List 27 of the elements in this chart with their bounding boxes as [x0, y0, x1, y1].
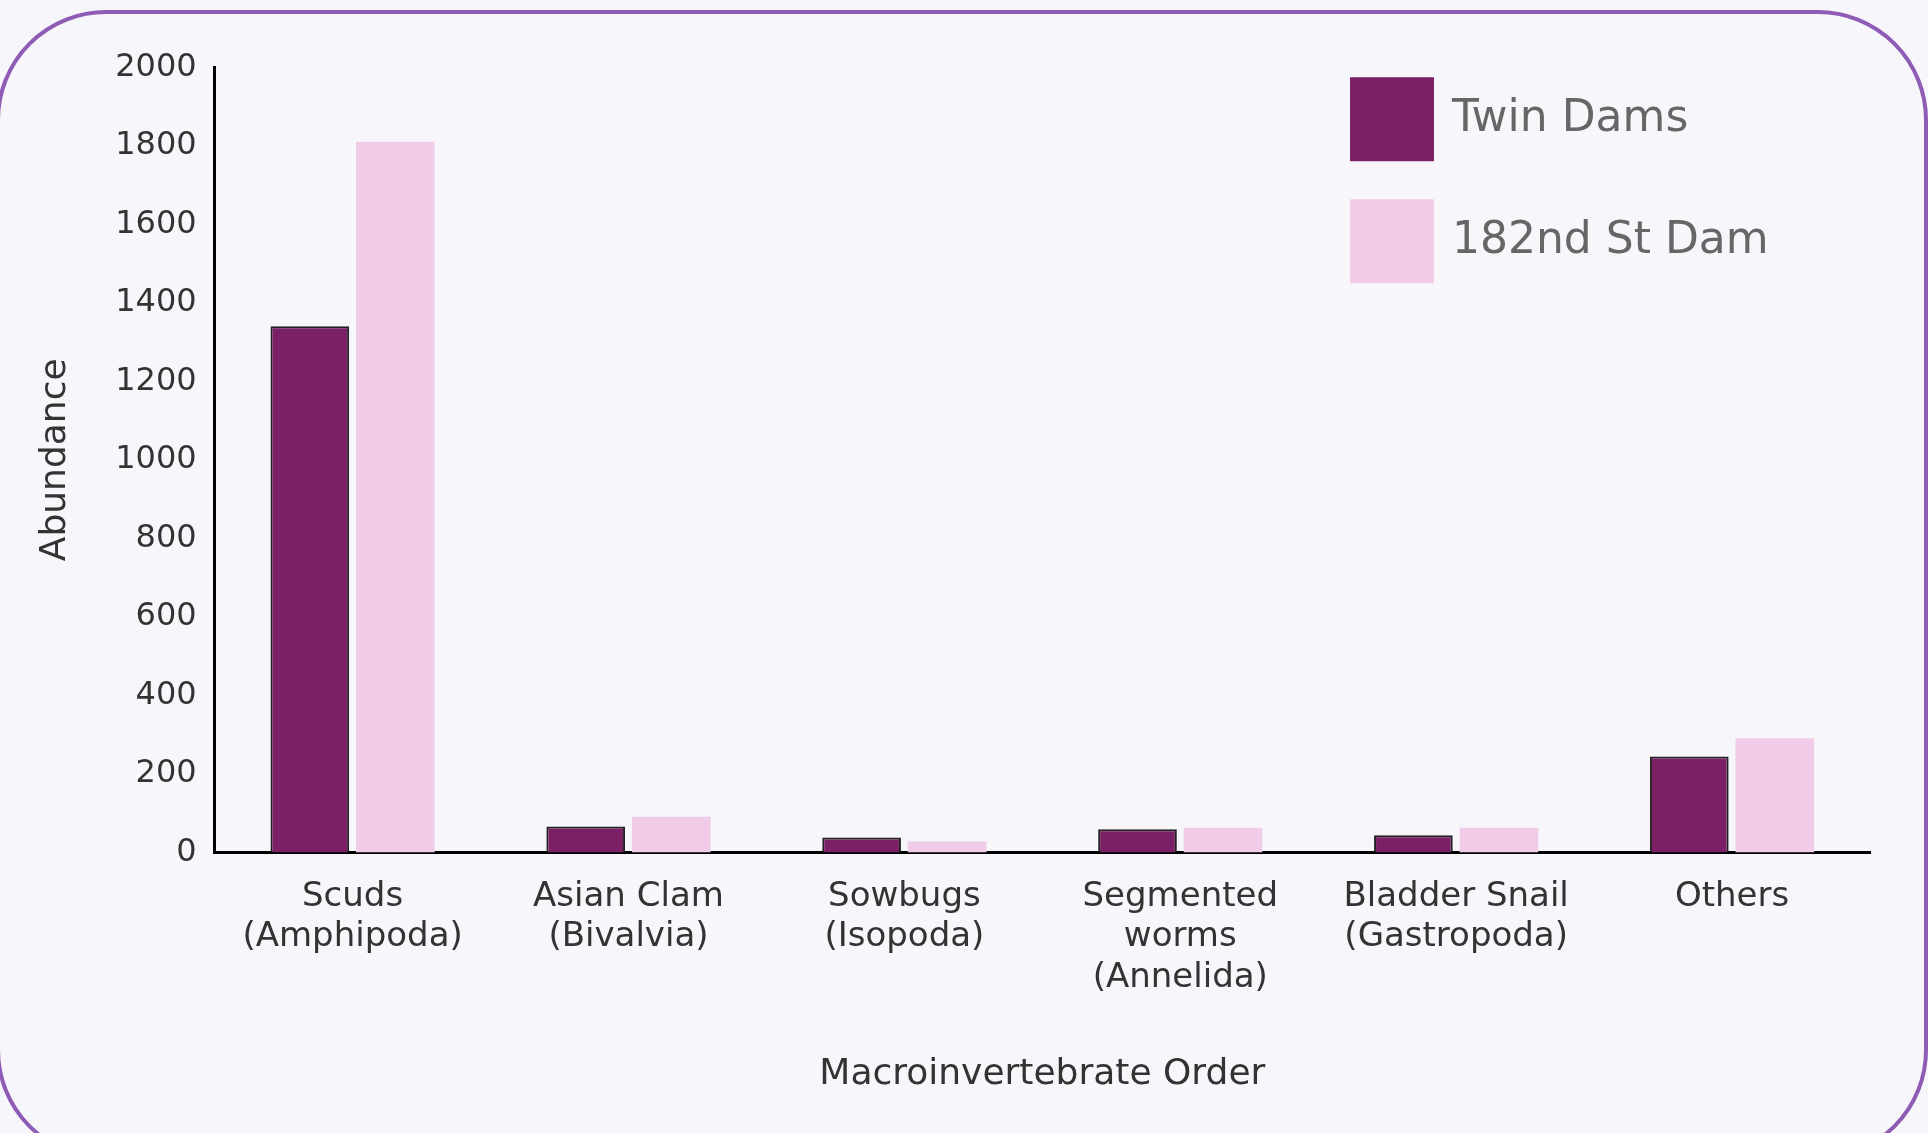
- legend-label: Twin Dams: [1451, 89, 1689, 141]
- bar: [631, 816, 711, 853]
- y-tick-label: 1800: [115, 124, 197, 163]
- y-tick-label: 1600: [115, 202, 197, 241]
- y-tick-label: 800: [135, 516, 197, 555]
- x-tick-label: Sowbugs (Isopoda): [824, 873, 985, 955]
- y-tick-label: 400: [135, 673, 197, 712]
- y-tick-label: 2000: [115, 45, 197, 84]
- bar: [1735, 738, 1815, 853]
- bar: [1183, 827, 1263, 853]
- bar: [356, 141, 435, 853]
- x-tick-label: Scuds (Amphipoda): [242, 873, 463, 955]
- x-tick-label: Others: [1674, 873, 1790, 914]
- legend-label: 182nd St Dam: [1452, 211, 1769, 263]
- x-tick-label: Segmented worms (Annelida): [1082, 873, 1279, 996]
- x-tick-label: Asian Clam (Bivalvia): [533, 873, 724, 955]
- y-tick-label: 1000: [115, 438, 197, 477]
- y-axis-title: Abundance: [31, 358, 73, 562]
- y-tick-label: 0: [176, 830, 197, 869]
- y-tick-label: 600: [135, 595, 197, 634]
- y-tick-label: 200: [135, 752, 197, 791]
- y-tick-label: 1200: [115, 359, 197, 398]
- bar: [907, 841, 987, 853]
- bar: [1459, 827, 1539, 853]
- y-tick-label: 1400: [115, 281, 197, 320]
- x-axis-title: Macroinvertebrate Order: [819, 1050, 1266, 1092]
- x-tick-label: Bladder Snail (Gastropoda): [1343, 873, 1569, 955]
